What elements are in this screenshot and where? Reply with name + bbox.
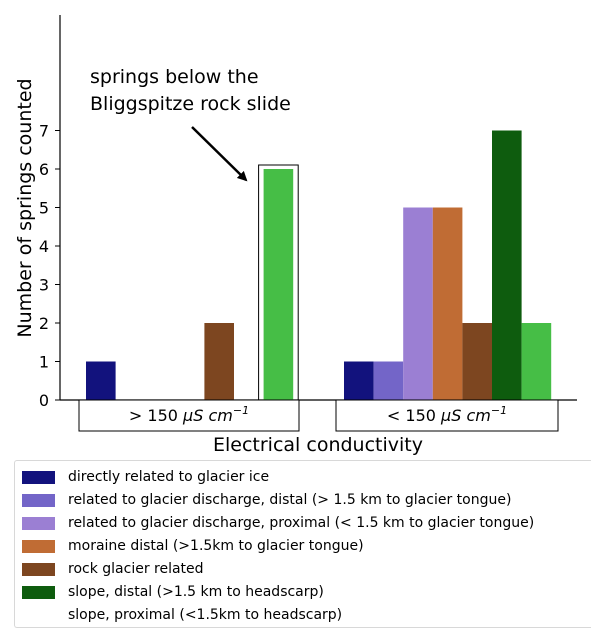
legend-swatch — [22, 470, 55, 484]
chart: 0 1 2 3 4 5 6 7 springs below the Bliggspitze r… — [14, 15, 577, 456]
annotation-line-1: springs below the — [90, 66, 259, 88]
legend-item: related to glacier discharge, proximal (… — [22, 512, 534, 534]
legend-swatch — [22, 516, 55, 530]
legend-label: related to glacier discharge, distal (> … — [68, 492, 512, 508]
x-axis-label: Electrical conductivity — [213, 434, 423, 456]
legend-label: directly related to glacier ice — [68, 469, 270, 485]
legend-label: moraine distal (>1.5km to glacier tongue… — [68, 538, 364, 554]
legend-label: slope, proximal (<1.5km to headscarp) — [68, 607, 343, 623]
y-tick-label: 1 — [39, 353, 49, 372]
legend-item: related to glacier discharge, distal (> … — [22, 489, 511, 511]
y-tick-label: 4 — [39, 237, 49, 256]
y-tick-label: 7 — [39, 122, 49, 141]
legend-swatch — [22, 585, 55, 599]
annotation-arrow — [191, 126, 248, 182]
legend-label: slope, distal (>1.5 km to headscarp) — [68, 584, 324, 600]
bar — [204, 323, 234, 400]
y-axis-label: Number of springs counted — [14, 78, 36, 337]
y-tick-label: 6 — [39, 160, 49, 179]
legend-swatch — [22, 609, 55, 622]
group-label-2: < 150 μS cm−1 — [387, 404, 507, 425]
y-ticks: 0 1 2 3 4 5 6 7 — [39, 122, 60, 410]
legend-label: related to glacier discharge, proximal (… — [68, 515, 535, 531]
bar — [263, 169, 294, 400]
legend-item: slope, distal (>1.5 km to headscarp) — [22, 581, 324, 603]
y-tick-label: 2 — [39, 314, 49, 333]
bar — [521, 323, 552, 400]
bar — [462, 323, 492, 400]
bar — [432, 207, 463, 400]
legend: directly related to glacier ice related t… — [14, 460, 591, 628]
legend-swatch — [22, 562, 55, 576]
bar — [86, 361, 116, 400]
legend-item: rock glacier related — [22, 558, 204, 580]
annotation-line-2: Bliggspitze rock slide — [90, 93, 291, 115]
legend-label: rock glacier related — [68, 561, 204, 577]
bar — [344, 361, 374, 400]
bars — [86, 130, 552, 400]
y-tick-label: 3 — [39, 276, 49, 295]
group-label-box-2 — [335, 399, 559, 432]
group-label-box-1 — [78, 399, 300, 432]
legend-swatch — [22, 493, 55, 507]
legend-item: directly related to glacier ice — [22, 466, 269, 488]
bar — [373, 361, 404, 400]
bar — [403, 207, 433, 400]
legend-item: moraine distal (>1.5km to glacier tongue… — [22, 535, 364, 557]
group-label-1: > 150 μS cm−1 — [129, 404, 249, 425]
legend-swatch — [22, 539, 55, 553]
bar — [492, 130, 522, 400]
y-tick-label: 5 — [39, 199, 49, 218]
legend-item: slope, proximal (<1.5km to headscarp) — [22, 604, 342, 626]
y-tick-label: 0 — [39, 391, 49, 410]
